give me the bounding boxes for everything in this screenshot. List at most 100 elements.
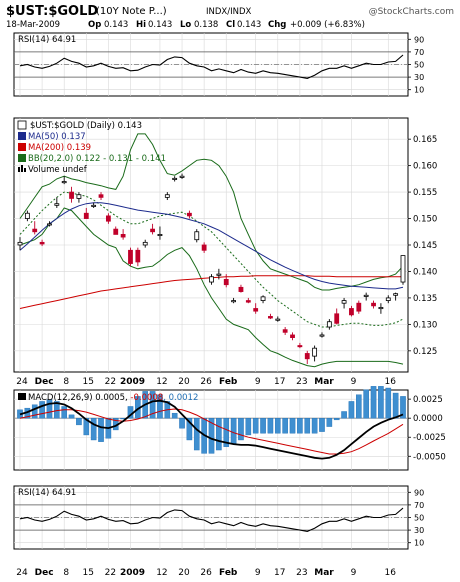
macd-hist-bar (90, 417, 97, 441)
candle-body (32, 228, 38, 233)
rsi-y-tick-label: 30 (414, 73, 424, 82)
macd-hist-bar (61, 406, 67, 419)
candle-body (393, 293, 399, 296)
chart-date: 18-Mar-2009 (6, 20, 60, 30)
quote-close: 0.143 (237, 20, 261, 30)
candle-body (179, 175, 185, 178)
candle-body (326, 321, 332, 328)
macd-hist-bar (149, 391, 156, 419)
macd-line (19, 399, 404, 460)
macd-hist-bar (260, 417, 266, 434)
macd-hist-bar (282, 417, 288, 434)
legend-main: $UST:$GOLD (Daily) 0.143 (30, 121, 142, 131)
price-y-tick-label: 0.165 (413, 135, 437, 145)
bb-mid-line (19, 191, 404, 328)
x-tick-label: 15 (83, 377, 94, 387)
macd-hist-bar (311, 417, 318, 434)
x-tick-label: 22 (105, 377, 116, 387)
x-tick-label: Feb (219, 568, 238, 578)
quote-high-label: Hi (136, 20, 146, 30)
candle-body (61, 181, 67, 184)
x-tick-label: 9 (255, 568, 261, 578)
price-y-tick-label: 0.145 (413, 241, 437, 251)
candle-body (209, 276, 214, 283)
x-tick-label: 20 (178, 377, 190, 387)
bb-upper-line (19, 133, 404, 291)
x-tick-label: 17 (274, 377, 285, 387)
macd-hist-bar (319, 417, 325, 432)
ma50-line (19, 202, 404, 290)
macd-hist-bar (333, 417, 340, 421)
macd-hist-bar (216, 417, 222, 451)
price-y-tick-label: 0.140 (413, 267, 437, 277)
legend-volume-icon (18, 165, 26, 172)
rsi-y-tick-label: 10 (414, 539, 424, 548)
x-tick-label: 23 (296, 377, 307, 387)
x-tick-label: 23 (296, 568, 307, 578)
macd-hist-bar (230, 417, 237, 444)
rsi-y-tick-label: 50 (414, 61, 424, 70)
rsi-line (19, 507, 404, 532)
legend-volume: Volume undef (28, 165, 88, 175)
price-legend: $UST:$GOLD (Daily) 0.143 MA(50) 0.137 MA… (17, 120, 166, 175)
candle-body (312, 347, 318, 357)
macd-hist-bar (289, 417, 296, 434)
candle-body (164, 194, 170, 198)
candle-body (76, 194, 82, 199)
x-tick-label: 17 (274, 568, 285, 578)
price-layer: 0.165 0.160 0.155 0.150 0.145 0.140 0.135 0.130… (14, 118, 437, 372)
candle-body (69, 191, 74, 199)
macd-hist-bar (68, 414, 75, 419)
quote-low-label: Lo (180, 20, 191, 30)
macd-hist-bar (363, 389, 369, 419)
price-y-tick-label: 0.135 (413, 294, 437, 304)
x-tick-label: 16 (385, 568, 397, 578)
candle-body (245, 300, 251, 303)
candle-body (282, 329, 288, 333)
candle-body (24, 212, 30, 219)
x-tick-label: Mar (314, 377, 334, 387)
rsi-bottom-layer: 90 70 50 30 10 (14, 486, 424, 549)
candle-body (349, 308, 354, 316)
rsi-y-tick-label: 70 (414, 501, 424, 510)
candle-body (378, 307, 384, 310)
quote-chg-label: Chg (268, 20, 286, 30)
rsi-top-layer: 90 70 50 30 10 (14, 33, 424, 96)
candle-body (334, 313, 340, 324)
candle-body (47, 223, 52, 226)
candle-body (120, 234, 126, 238)
quote-open: 0.143 (104, 20, 128, 30)
macd-hist-bar (171, 412, 178, 419)
macd-hist-bar (252, 417, 259, 434)
x-tick-label: 8 (63, 568, 69, 578)
price-y-tick-label: 0.155 (413, 188, 437, 198)
candle-body (297, 345, 303, 348)
x-tick-label: 9 (351, 377, 357, 387)
candle-body (268, 316, 273, 319)
candle-body (400, 255, 406, 283)
macd-hist-bar (46, 399, 53, 419)
candle-body (98, 194, 104, 198)
macd-hist-bar (193, 417, 200, 451)
candle-body (231, 300, 236, 303)
macd-hist-bar (39, 401, 45, 419)
legend-bb: BB(20,2.0) 0.122 - 0.131 - 0.141 (28, 154, 166, 164)
candle-body (105, 215, 111, 222)
macd-y-tick-label: -0.0025 (413, 433, 446, 443)
macd-hist-bar (54, 401, 60, 419)
candle-body (304, 353, 310, 360)
macd-hist-bar (179, 417, 185, 429)
macd-hist-bar (186, 417, 193, 441)
quote-high: 0.143 (148, 20, 172, 30)
macd-hist-bar (341, 411, 347, 419)
legend-ma50: MA(50) 0.137 (28, 132, 86, 142)
x-tick-label: 26 (200, 568, 212, 578)
macd-hist-bar (157, 394, 163, 419)
macd-hist-bar (356, 394, 362, 419)
rsi-bottom-label: RSI(14) 64.91 (18, 488, 76, 498)
candle-body (260, 296, 266, 301)
candle-body (142, 241, 148, 246)
candle-body (371, 302, 376, 307)
candle-body (54, 203, 60, 206)
